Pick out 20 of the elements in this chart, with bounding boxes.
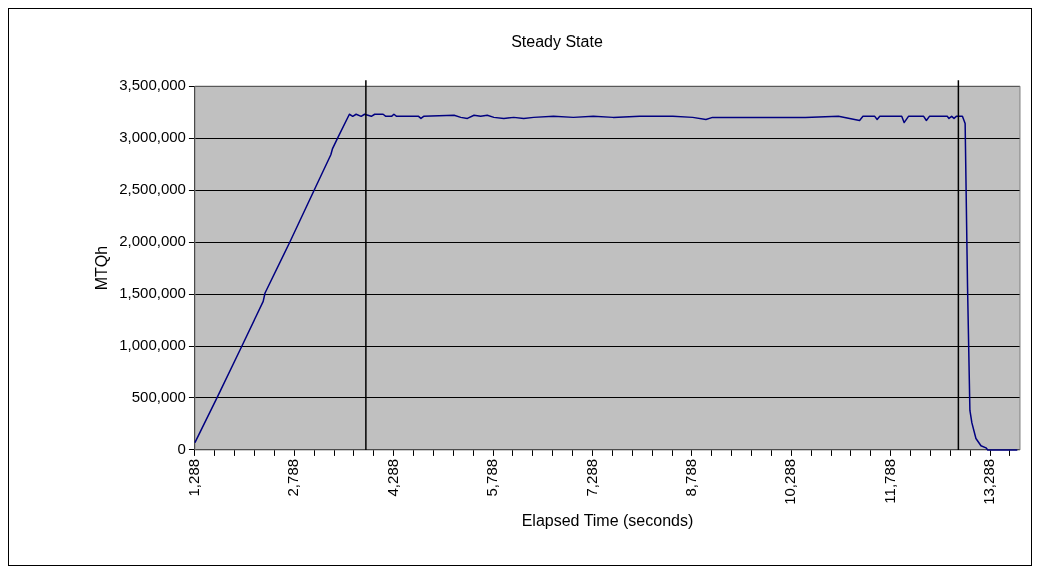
x-tick-label: 5,788 <box>483 458 501 497</box>
x-axis-title: Elapsed Time (seconds) <box>521 511 694 529</box>
y-tick-label: 1,500,000 <box>119 284 186 302</box>
y-tick-label: 500,000 <box>131 388 186 406</box>
x-tick-label: 2,788 <box>284 458 302 497</box>
x-tick-label: 1,288 <box>185 458 203 497</box>
x-tick-label: 11,788 <box>880 458 898 504</box>
y-tick-label: 2,500,000 <box>119 180 186 198</box>
chart-title: Steady State <box>511 33 603 51</box>
x-tick-label: 7,288 <box>582 458 600 497</box>
x-tick-label: 10,288 <box>781 458 799 505</box>
y-tick-label: 1,000,000 <box>119 336 186 354</box>
y-tick-label: 2,000,000 <box>119 232 186 250</box>
x-tick-label: 4,288 <box>383 458 401 497</box>
x-tick-label: 8,788 <box>682 458 700 497</box>
y-axis-title: MTQh <box>93 245 111 291</box>
y-tick-label: 3,500,000 <box>119 76 186 94</box>
x-tick-label: 13,288 <box>980 458 998 505</box>
y-tick-label: 3,000,000 <box>119 128 186 146</box>
y-tick-label: 0 <box>177 440 186 458</box>
